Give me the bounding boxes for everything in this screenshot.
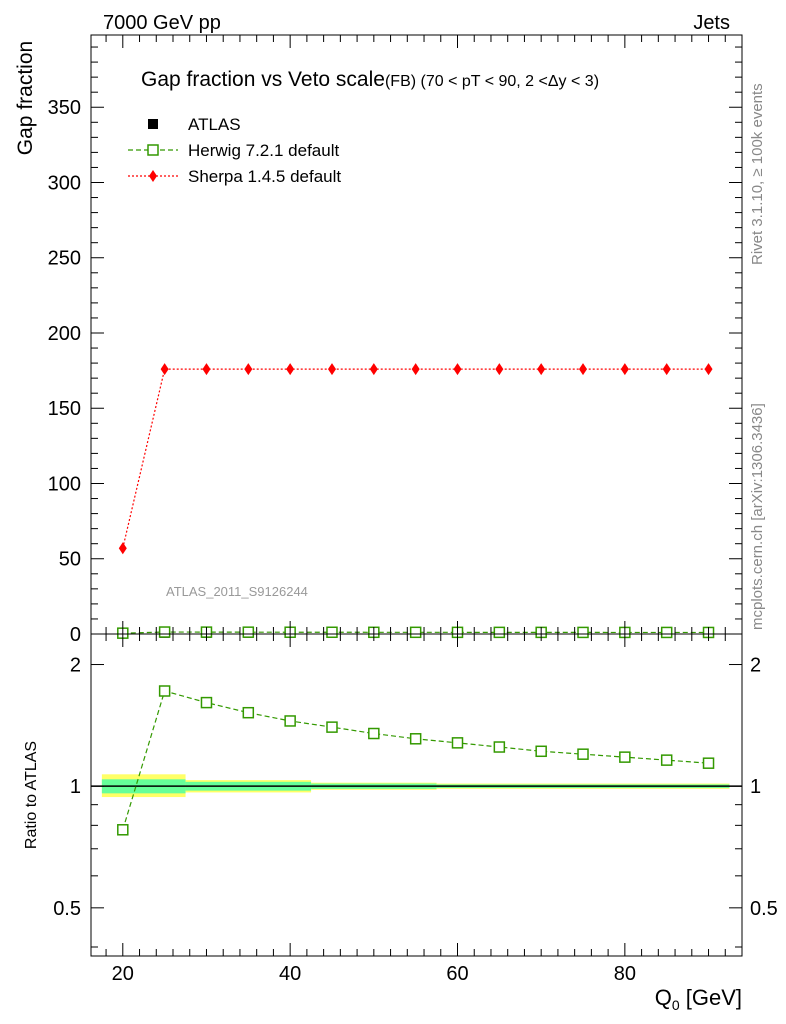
series-sherpa-1-4-5-default	[118, 363, 713, 555]
y-tick-label: 50	[59, 549, 81, 571]
data-point	[158, 685, 171, 697]
ratio-y-tick-label: 2	[70, 655, 81, 677]
legend-label: Sherpa 1.4.5 default	[188, 167, 341, 186]
y-tick-label: 200	[48, 323, 81, 345]
ratio-panel: 0.5 0.5 1 1 2 2 20 40 60 80 Ratio to ATLAS Q0 [G…	[23, 633, 778, 1013]
y-tick-label: 300	[48, 172, 81, 194]
data-point	[660, 626, 673, 639]
data-point	[619, 751, 631, 763]
data-point	[662, 363, 671, 376]
mcplots-label: mcplots.cern.ch [arXiv:1306.3436]	[749, 403, 766, 630]
ratio-y-axis: 0.5 0.5 1 1 2 2	[53, 655, 778, 948]
y-tick-label: 350	[48, 97, 81, 119]
data-point	[537, 363, 546, 376]
main-x-ticks	[105, 35, 743, 634]
legend-item: ATLAS	[148, 115, 241, 134]
legend-item: Sherpa 1.4.5 default	[128, 167, 341, 186]
header-left: 7000 GeV pp	[103, 12, 221, 34]
data-point	[451, 737, 464, 749]
x-tick-label: 80	[614, 963, 636, 985]
data-point	[202, 363, 211, 376]
chart-title-text: Gap fraction vs Veto scale	[141, 68, 385, 91]
ratio-y-tick-label-right: 1	[750, 776, 761, 798]
data-point	[369, 363, 378, 376]
data-point	[160, 363, 169, 376]
data-point	[368, 727, 380, 740]
ratio-y-tick-label-right: 0.5	[750, 898, 778, 920]
ratio-frame	[90, 633, 743, 957]
y-tick-label: 150	[48, 398, 81, 420]
data-point	[411, 363, 420, 376]
data-point	[620, 363, 629, 376]
data-point	[495, 363, 504, 376]
data-point	[577, 626, 589, 639]
legend-marker	[147, 144, 159, 156]
data-point	[117, 824, 129, 836]
header-right: Jets	[693, 12, 730, 34]
data-point	[453, 363, 462, 376]
legend-label: Herwig 7.2.1 default	[188, 141, 339, 160]
data-point	[704, 363, 713, 376]
data-point	[242, 706, 255, 719]
data-point	[579, 363, 588, 376]
data-point	[660, 754, 673, 766]
ratio-x-axis: 20 40 60 80	[105, 634, 743, 985]
x-axis-label-subscript: 0	[672, 997, 680, 1013]
ratio-y-tick-label: 1	[70, 776, 81, 798]
data-point	[244, 363, 253, 376]
y-tick-label: 250	[48, 248, 81, 270]
data-point	[409, 733, 422, 745]
data-point	[158, 626, 171, 638]
main-y-label: Gap fraction	[14, 41, 37, 155]
data-point	[326, 721, 338, 733]
data-point	[327, 363, 336, 376]
legend-label: ATLAS	[188, 115, 241, 134]
main-y-axis: 0 50 100 150 200 250 300 350	[48, 46, 742, 646]
chart-subtitle: (FB) (70 < pT < 90, 2 <Δy < 3)	[385, 73, 599, 90]
data-point	[493, 741, 506, 753]
data-point	[242, 626, 255, 638]
data-point	[326, 626, 338, 639]
data-point	[409, 626, 422, 639]
series-herwig-7-2-1-default	[117, 626, 715, 639]
rivet-label: Rivet 3.1.10, ≥ 100k events	[749, 83, 766, 265]
main-panel: 0 50 100 150 200 250 300 350 ATLAS_2011_S912624…	[14, 34, 743, 646]
data-point	[200, 696, 213, 709]
y-tick-label: 0	[70, 624, 81, 646]
data-point	[493, 626, 506, 639]
y-tick-label: 100	[48, 473, 81, 495]
ratio-y-label: Ratio to ATLAS	[23, 741, 40, 849]
analysis-watermark: ATLAS_2011_S9126244	[166, 584, 308, 599]
ratio-series-herwig-7-2-1-default	[117, 685, 715, 836]
x-tick-label: 40	[279, 963, 301, 985]
series-line	[122, 368, 709, 549]
x-axis-label-symbol: Q	[655, 985, 672, 1010]
chart-title: Gap fraction vs Veto scale(FB) (70 < pT …	[141, 68, 599, 91]
ratio-y-tick-label-right: 2	[750, 655, 761, 677]
data-point	[286, 363, 295, 376]
x-axis-label-unit: [GeV]	[680, 985, 742, 1010]
legend-item: Herwig 7.2.1 default	[128, 141, 339, 160]
legend-marker	[149, 170, 157, 182]
data-point	[702, 757, 715, 769]
x-tick-label: 60	[446, 963, 468, 985]
ratio-y-tick-label: 0.5	[53, 898, 81, 920]
data-point	[118, 542, 127, 555]
data-point	[535, 745, 547, 758]
x-axis-label: Q0 [GeV]	[655, 985, 742, 1013]
data-point	[577, 748, 589, 760]
legend: ATLAS Herwig 7.2.1 default Sherpa 1.4.5 de…	[128, 115, 341, 186]
data-point	[284, 715, 296, 727]
x-tick-label: 20	[112, 963, 134, 985]
legend-marker	[148, 119, 158, 129]
